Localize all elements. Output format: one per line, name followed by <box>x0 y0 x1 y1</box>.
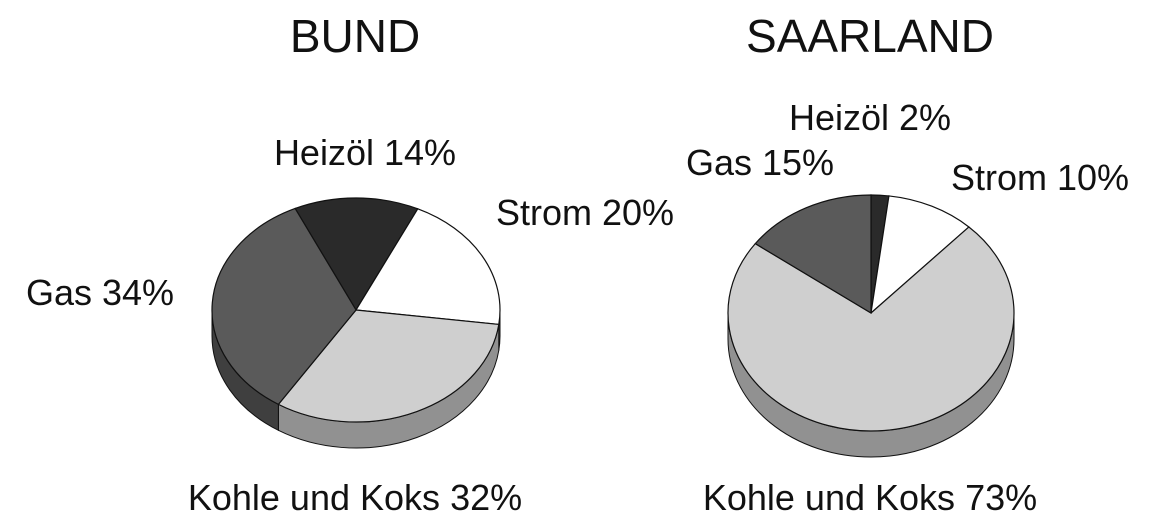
pie-slice <box>294 197 419 312</box>
slice-label: Kohle und Koks 73% <box>703 477 1037 518</box>
slice-category: Strom <box>951 157 1047 198</box>
chart-title: BUND <box>290 10 420 62</box>
slice-value: 14% <box>384 132 456 173</box>
slice-label: Kohle und Koks 32% <box>188 477 522 518</box>
slice-label: Strom 10% <box>951 157 1129 198</box>
pie-slice <box>727 226 1015 432</box>
slice-category: Heizöl <box>274 132 374 173</box>
pie-slice <box>754 194 872 315</box>
slice-value: 20% <box>602 192 674 233</box>
slice-category: Strom <box>496 192 592 233</box>
slice-category: Kohle und Koks <box>703 477 955 518</box>
pie-slice <box>211 207 357 406</box>
slice-value: 15% <box>762 142 834 183</box>
slice-label: Strom 20% <box>496 192 674 233</box>
slice-category: Gas <box>26 272 92 313</box>
slice-label: Heizöl 2% <box>789 97 951 138</box>
pie-slice <box>870 195 970 315</box>
chart-title: SAARLAND <box>746 10 994 62</box>
slice-category: Kohle und Koks <box>188 477 440 518</box>
slice-value: 10% <box>1057 157 1129 198</box>
slice-value: 32% <box>450 477 522 518</box>
slice-value: 2% <box>899 97 951 138</box>
slice-category: Heizöl <box>789 97 889 138</box>
slice-label: Gas 15% <box>686 142 834 183</box>
slice-category: Gas <box>686 142 752 183</box>
slice-value: 34% <box>102 272 174 313</box>
slice-value: 73% <box>965 477 1037 518</box>
pie-slice <box>354 208 501 326</box>
slice-label: Heizöl 14% <box>274 132 456 173</box>
slice-label: Gas 34% <box>26 272 174 313</box>
